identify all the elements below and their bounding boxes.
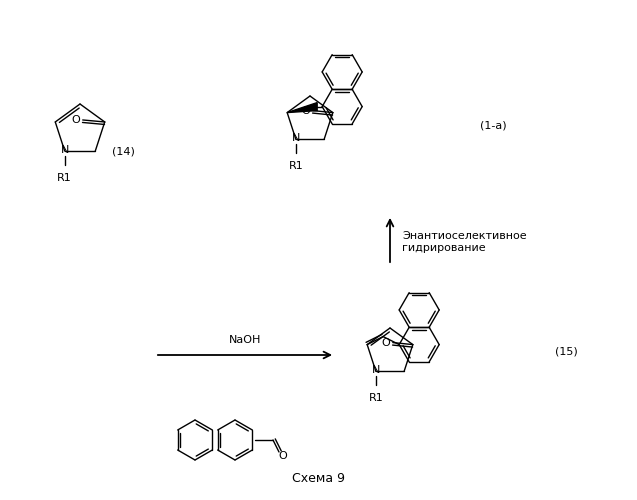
Text: Схема 9: Схема 9 bbox=[292, 472, 345, 485]
Text: (1-а): (1-а) bbox=[480, 120, 506, 130]
Text: N: N bbox=[372, 366, 380, 376]
Text: O: O bbox=[301, 106, 310, 116]
Text: N: N bbox=[292, 134, 300, 143]
Text: (14): (14) bbox=[112, 147, 135, 157]
Text: R1: R1 bbox=[289, 162, 303, 172]
Text: R1: R1 bbox=[57, 173, 72, 183]
Text: O: O bbox=[71, 115, 80, 125]
Text: R1: R1 bbox=[369, 394, 383, 404]
Text: O: O bbox=[382, 338, 390, 347]
Text: O: O bbox=[278, 451, 287, 461]
Text: (15): (15) bbox=[555, 347, 578, 357]
Text: NaOH: NaOH bbox=[229, 335, 261, 345]
Text: N: N bbox=[61, 145, 69, 155]
Text: Энантиоселективное
гидрирование: Энантиоселективное гидрирование bbox=[402, 231, 527, 253]
Polygon shape bbox=[287, 102, 317, 113]
